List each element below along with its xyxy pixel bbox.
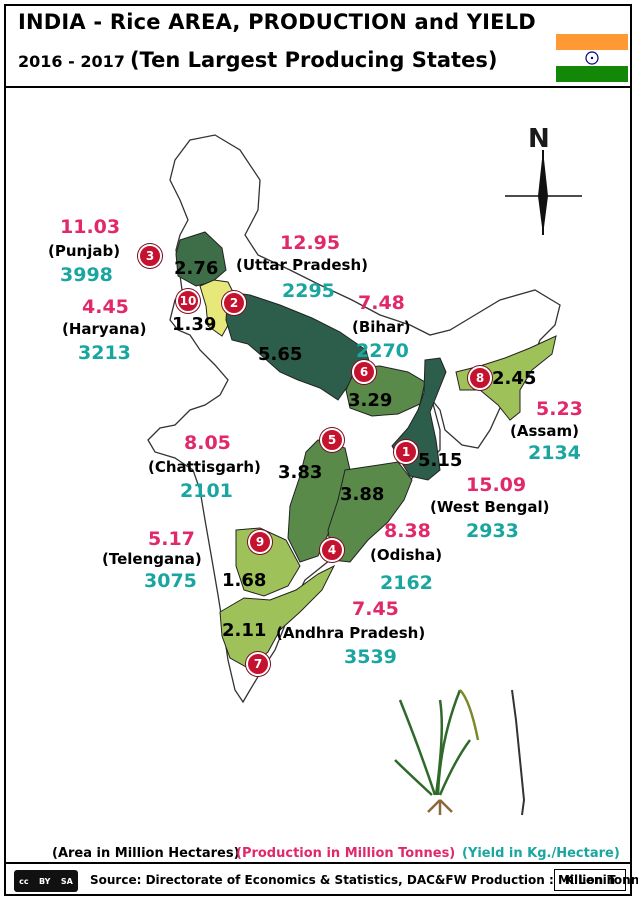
cc-sa-text: SA [60,876,73,886]
uttar-pradesh-area: 5.65 [258,344,303,365]
telangana-rank-badge: 9 [248,530,272,554]
andaman-islands [511,689,526,816]
haryana-rank-badge: 10 [176,289,200,313]
uttar-pradesh-production: 12.95 [280,232,341,254]
creative-commons-icon: cc BY SA [14,870,78,892]
compass-icon [505,150,582,235]
andhra-pradesh-name: (Andhra Pradesh) [276,624,426,642]
andhra-pradesh-yield: 3539 [344,646,397,668]
punjab-production: 11.03 [60,216,121,238]
chhattisgarh-rank-badge: 5 [320,428,344,452]
bihar-production: 7.48 [358,292,405,314]
subtitle-text: (Ten Largest Producing States) [129,48,498,72]
rice-plant-icon [394,689,480,815]
odisha-area: 3.88 [340,484,385,505]
region-andhra-pradesh [219,564,336,669]
legend-area: (Area in Million Hectares) [52,846,240,861]
punjab-rank-badge: 3 [138,244,162,268]
region-uttar-pradesh [225,291,373,401]
telangana-production: 5.17 [148,528,195,550]
source-text: Source: Directorate of Economics & Stati… [90,873,638,887]
region-chhattisgarh [287,439,351,563]
odisha-rank-badge: 4 [320,538,344,562]
legend-production: (Production in Million Tonnes) [236,846,456,861]
page-title: INDIA - Rice AREA, PRODUCTION and YIELD [18,10,536,34]
cc-by-text: BY [39,876,51,886]
haryana-area: 1.39 [172,314,217,335]
chhattisgarh-name: (Chattisgarh) [148,458,261,476]
odisha-yield: 2162 [380,572,433,594]
uttar-pradesh-name: (Uttar Pradesh) [236,256,369,274]
telangana-name: (Telengana) [102,550,202,568]
page-subtitle: 2016 - 2017 (Ten Largest Producing State… [18,48,497,72]
legend-yield: (Yield in Kg./Hectare) [462,846,620,861]
haryana-production: 4.45 [82,296,129,318]
west-bengal-production: 15.09 [466,474,527,496]
india-flag-icon [556,34,628,82]
bihar-yield: 2270 [356,340,409,362]
haryana-yield: 3213 [78,342,131,364]
andhra-pradesh-area: 2.11 [222,620,267,641]
assam-area: 2.45 [492,368,537,389]
author-badge: K Lenin [554,869,626,891]
assam-rank-badge: 8 [468,366,492,390]
region-odisha [327,461,413,563]
assam-production: 5.23 [536,398,583,420]
andhra-pradesh-rank-badge: 7 [246,652,270,676]
west-bengal-name: (West Bengal) [430,498,550,516]
chhattisgarh-area: 3.83 [278,462,323,483]
bihar-rank-badge: 6 [352,360,376,384]
odisha-production: 8.38 [384,520,431,542]
haryana-name: (Haryana) [62,320,147,338]
west-bengal-area: 5.15 [418,450,463,471]
chhattisgarh-production: 8.05 [184,432,231,454]
west-bengal-rank-badge: 1 [394,440,418,464]
footer: cc BY SA Source: Directorate of Economic… [4,862,638,896]
cc-text: cc [19,876,29,886]
assam-name: (Assam) [510,422,579,440]
title-box: INDIA - Rice AREA, PRODUCTION and YIELD … [4,4,632,88]
compass-north-label: N [528,124,550,154]
year-range: 2016 - 2017 [18,52,125,71]
region-assam [455,335,557,421]
punjab-area: 2.76 [174,258,219,279]
page-frame [4,4,632,896]
punjab-yield: 3998 [60,264,113,286]
telangana-area: 1.68 [222,570,267,591]
andhra-pradesh-production: 7.45 [352,598,399,620]
telangana-yield: 3075 [144,570,197,592]
west-bengal-yield: 2933 [466,520,519,542]
chhattisgarh-yield: 2101 [180,480,233,502]
bihar-area: 3.29 [348,390,393,411]
punjab-name: (Punjab) [48,242,121,260]
assam-yield: 2134 [528,442,581,464]
uttar-pradesh-yield: 2295 [282,280,335,302]
uttar-pradesh-rank-badge: 2 [222,291,246,315]
bihar-name: (Bihar) [352,318,411,336]
odisha-name: (Odisha) [370,546,443,564]
